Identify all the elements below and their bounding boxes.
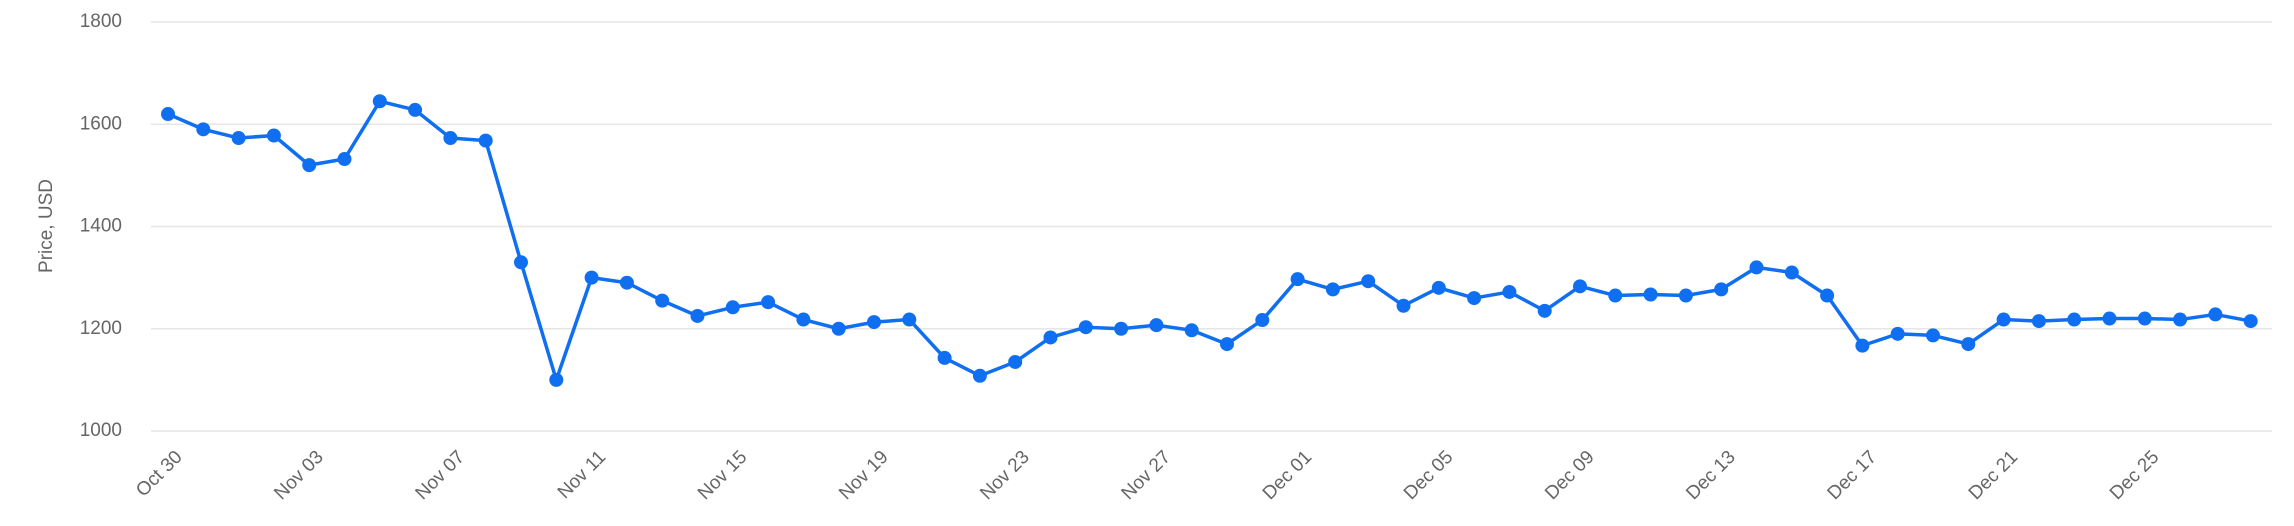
data-point <box>443 131 458 146</box>
data-point <box>1608 288 1623 303</box>
y-tick-label: 1000 <box>80 420 122 441</box>
data-point <box>266 128 281 143</box>
x-tick-label: Dec 05 <box>1400 447 1457 504</box>
data-point <box>478 133 493 148</box>
data-point <box>1396 298 1411 313</box>
data-point <box>619 275 634 290</box>
data-point <box>1431 280 1446 295</box>
data-point <box>690 308 705 323</box>
data-point <box>2243 314 2258 329</box>
data-point <box>1996 312 2011 327</box>
data-point <box>1220 337 1234 352</box>
data-point <box>761 295 776 310</box>
x-tick-label: Nov 07 <box>412 447 469 504</box>
y-tick-label: 1400 <box>80 216 122 237</box>
data-point <box>1784 265 1799 280</box>
data-point <box>831 321 846 336</box>
data-point <box>725 300 740 315</box>
data-point <box>2067 312 2082 327</box>
x-tick-label: Nov 03 <box>270 447 327 504</box>
data-point <box>1325 282 1340 297</box>
data-point <box>2137 311 2152 326</box>
data-point <box>1643 287 1658 302</box>
data-point <box>302 158 317 173</box>
data-point <box>2102 311 2117 326</box>
data-point <box>1714 282 1729 297</box>
data-point <box>2031 314 2046 329</box>
data-point <box>1255 313 1270 328</box>
x-tick-label: Dec 09 <box>1541 447 1598 504</box>
data-point <box>196 122 211 137</box>
data-point <box>1961 337 1976 352</box>
data-point <box>337 152 352 167</box>
x-tick-label: Dec 17 <box>1824 447 1881 504</box>
data-point <box>408 102 423 117</box>
data-point <box>1890 326 1905 341</box>
data-point <box>937 350 952 365</box>
y-tick-label: 1800 <box>80 11 122 32</box>
data-point <box>549 372 564 387</box>
data-point <box>1008 354 1023 369</box>
data-point <box>1820 288 1835 303</box>
data-point <box>1114 321 1129 336</box>
data-point <box>1361 274 1376 289</box>
y-tick-label: 1200 <box>80 318 122 339</box>
y-axis-title: Price, USD <box>36 179 57 273</box>
data-point <box>972 368 987 383</box>
x-tick-label: Nov 11 <box>554 447 610 503</box>
data-point <box>372 94 387 109</box>
data-point <box>1749 260 1764 275</box>
data-point <box>1573 279 1587 294</box>
data-point <box>1502 284 1517 299</box>
x-tick-label: Dec 01 <box>1259 447 1316 504</box>
data-point <box>1184 323 1199 338</box>
x-tick-label: Dec 25 <box>2106 447 2163 504</box>
x-tick-label: Nov 15 <box>694 447 751 504</box>
data-point <box>1926 328 1940 343</box>
data-point <box>655 293 670 308</box>
x-tick-label: Nov 19 <box>835 447 892 504</box>
data-point <box>1290 272 1305 287</box>
data-point <box>1537 303 1552 318</box>
data-point <box>2173 312 2188 327</box>
data-point <box>1078 320 1093 335</box>
data-point <box>1855 338 1870 353</box>
data-point <box>796 312 811 327</box>
x-tick-label: Nov 27 <box>1118 447 1175 504</box>
data-point <box>1678 288 1693 303</box>
data-point <box>584 270 599 285</box>
data-point <box>161 107 175 122</box>
data-point <box>1467 291 1482 306</box>
x-tick-label: Dec 21 <box>1965 447 2022 504</box>
data-point <box>1149 318 1164 333</box>
x-tick-label: Dec 13 <box>1682 447 1739 504</box>
data-point <box>231 131 246 146</box>
data-point <box>2208 307 2223 322</box>
x-tick-label: Oct 30 <box>132 447 186 501</box>
data-point <box>1043 330 1058 345</box>
data-point <box>902 312 917 327</box>
x-tick-label: Nov 23 <box>976 447 1033 504</box>
data-point <box>867 315 881 330</box>
data-point <box>514 255 528 270</box>
y-tick-label: 1600 <box>80 113 122 134</box>
